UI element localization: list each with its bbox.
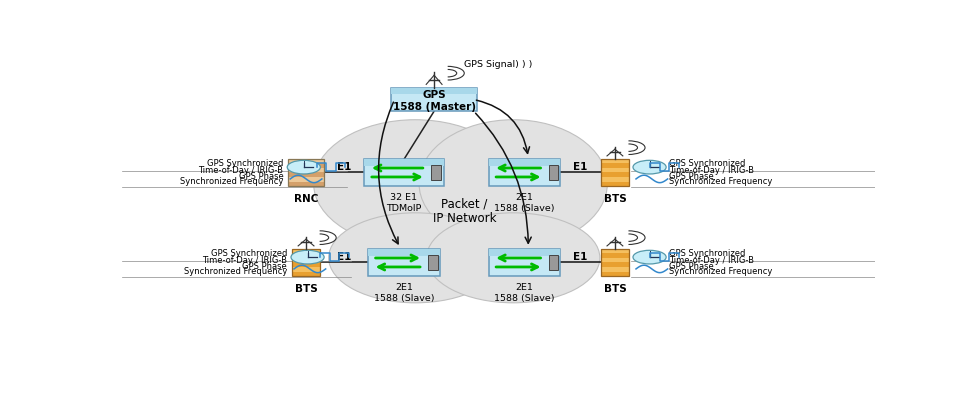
Bar bbox=[489, 249, 560, 256]
Text: Time-of-Day / IRIG-B: Time-of-Day / IRIG-B bbox=[669, 256, 754, 265]
Bar bbox=[489, 159, 560, 186]
Circle shape bbox=[633, 250, 666, 264]
Bar bbox=[292, 262, 321, 267]
Text: 2E1
1588 (Slave): 2E1 1588 (Slave) bbox=[374, 283, 434, 303]
Text: GPS Phase: GPS Phase bbox=[239, 172, 284, 181]
Bar bbox=[288, 172, 324, 177]
Text: Synchronized Frequency: Synchronized Frequency bbox=[669, 177, 773, 186]
Text: Synchronized Frequency: Synchronized Frequency bbox=[669, 267, 773, 276]
Bar bbox=[288, 168, 324, 172]
Text: GPS Signal) ) ): GPS Signal) ) ) bbox=[465, 60, 533, 69]
Circle shape bbox=[288, 160, 321, 174]
Bar bbox=[288, 182, 324, 187]
Text: 2E1
1588 (Slave): 2E1 1588 (Slave) bbox=[495, 193, 555, 213]
Circle shape bbox=[291, 250, 324, 264]
Bar bbox=[489, 249, 560, 276]
Bar bbox=[288, 158, 324, 163]
Bar bbox=[601, 177, 629, 182]
Ellipse shape bbox=[419, 120, 608, 247]
Text: 32 E1
TDMoIP: 32 E1 TDMoIP bbox=[386, 193, 422, 213]
Text: GPS Synchronized: GPS Synchronized bbox=[211, 249, 288, 258]
Bar bbox=[601, 272, 629, 276]
Text: GPS Phase: GPS Phase bbox=[669, 262, 713, 271]
Text: GPS
1588 (Master): GPS 1588 (Master) bbox=[393, 90, 475, 112]
Text: 2E1
1588 (Slave): 2E1 1588 (Slave) bbox=[495, 283, 555, 303]
Text: E1: E1 bbox=[337, 162, 352, 172]
Bar bbox=[601, 249, 629, 253]
Bar bbox=[549, 164, 558, 181]
Bar bbox=[429, 255, 437, 270]
Text: E1: E1 bbox=[573, 252, 588, 262]
Bar bbox=[292, 249, 321, 276]
Bar bbox=[292, 272, 321, 276]
Bar bbox=[288, 163, 324, 168]
Text: GPS Synchronized: GPS Synchronized bbox=[669, 249, 746, 258]
Bar bbox=[489, 159, 560, 166]
Text: Time-of-Day / IRIG-B: Time-of-Day / IRIG-B bbox=[198, 166, 284, 175]
Text: BTS: BTS bbox=[604, 194, 626, 204]
Bar bbox=[368, 249, 439, 276]
Text: RNC: RNC bbox=[294, 194, 318, 204]
Bar bbox=[601, 158, 629, 187]
Bar bbox=[601, 262, 629, 267]
Text: Synchronized Frequency: Synchronized Frequency bbox=[180, 177, 284, 186]
Bar bbox=[391, 88, 477, 94]
Bar bbox=[292, 249, 321, 253]
Bar bbox=[601, 267, 629, 272]
Text: BTS: BTS bbox=[604, 284, 626, 294]
Bar bbox=[288, 158, 324, 187]
Bar bbox=[601, 249, 629, 276]
Bar bbox=[364, 159, 443, 166]
Bar bbox=[368, 249, 439, 256]
Bar bbox=[431, 164, 441, 181]
Bar bbox=[391, 88, 477, 111]
Ellipse shape bbox=[329, 213, 502, 303]
Text: E1: E1 bbox=[337, 252, 352, 262]
Text: Time-of-Day / IRIG-B: Time-of-Day / IRIG-B bbox=[202, 256, 288, 265]
Text: E1: E1 bbox=[573, 162, 588, 172]
Circle shape bbox=[633, 160, 666, 174]
Bar bbox=[288, 177, 324, 182]
Text: GPS Phase: GPS Phase bbox=[242, 262, 288, 271]
Bar bbox=[601, 258, 629, 262]
Ellipse shape bbox=[314, 120, 517, 247]
Bar bbox=[601, 163, 629, 168]
Bar bbox=[292, 267, 321, 272]
Bar bbox=[601, 172, 629, 177]
Text: Packet /
IP Network: Packet / IP Network bbox=[433, 197, 496, 225]
Bar bbox=[601, 168, 629, 172]
Text: Time-of-Day / IRIG-B: Time-of-Day / IRIG-B bbox=[669, 166, 754, 175]
Text: GPS Phase: GPS Phase bbox=[669, 172, 713, 181]
Bar bbox=[601, 253, 629, 258]
Text: Synchronized Frequency: Synchronized Frequency bbox=[184, 267, 288, 276]
Bar bbox=[364, 159, 443, 186]
Text: BTS: BTS bbox=[295, 284, 318, 294]
Text: GPS Synchronized: GPS Synchronized bbox=[669, 159, 746, 168]
Text: GPS Synchronized: GPS Synchronized bbox=[207, 159, 284, 168]
Bar bbox=[601, 182, 629, 187]
Bar bbox=[549, 255, 558, 270]
Bar bbox=[292, 253, 321, 258]
Bar bbox=[601, 158, 629, 163]
Ellipse shape bbox=[427, 213, 600, 303]
Bar bbox=[292, 258, 321, 262]
